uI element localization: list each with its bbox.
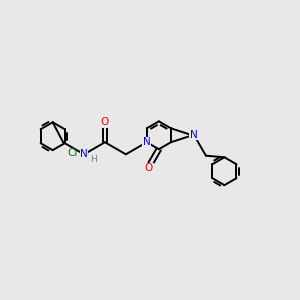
Text: O: O xyxy=(101,117,109,128)
Text: O: O xyxy=(145,163,153,173)
Text: Cl: Cl xyxy=(67,148,77,158)
Text: N: N xyxy=(190,130,198,140)
Text: N: N xyxy=(80,149,88,159)
Text: N: N xyxy=(143,137,151,147)
Text: H: H xyxy=(91,155,97,164)
